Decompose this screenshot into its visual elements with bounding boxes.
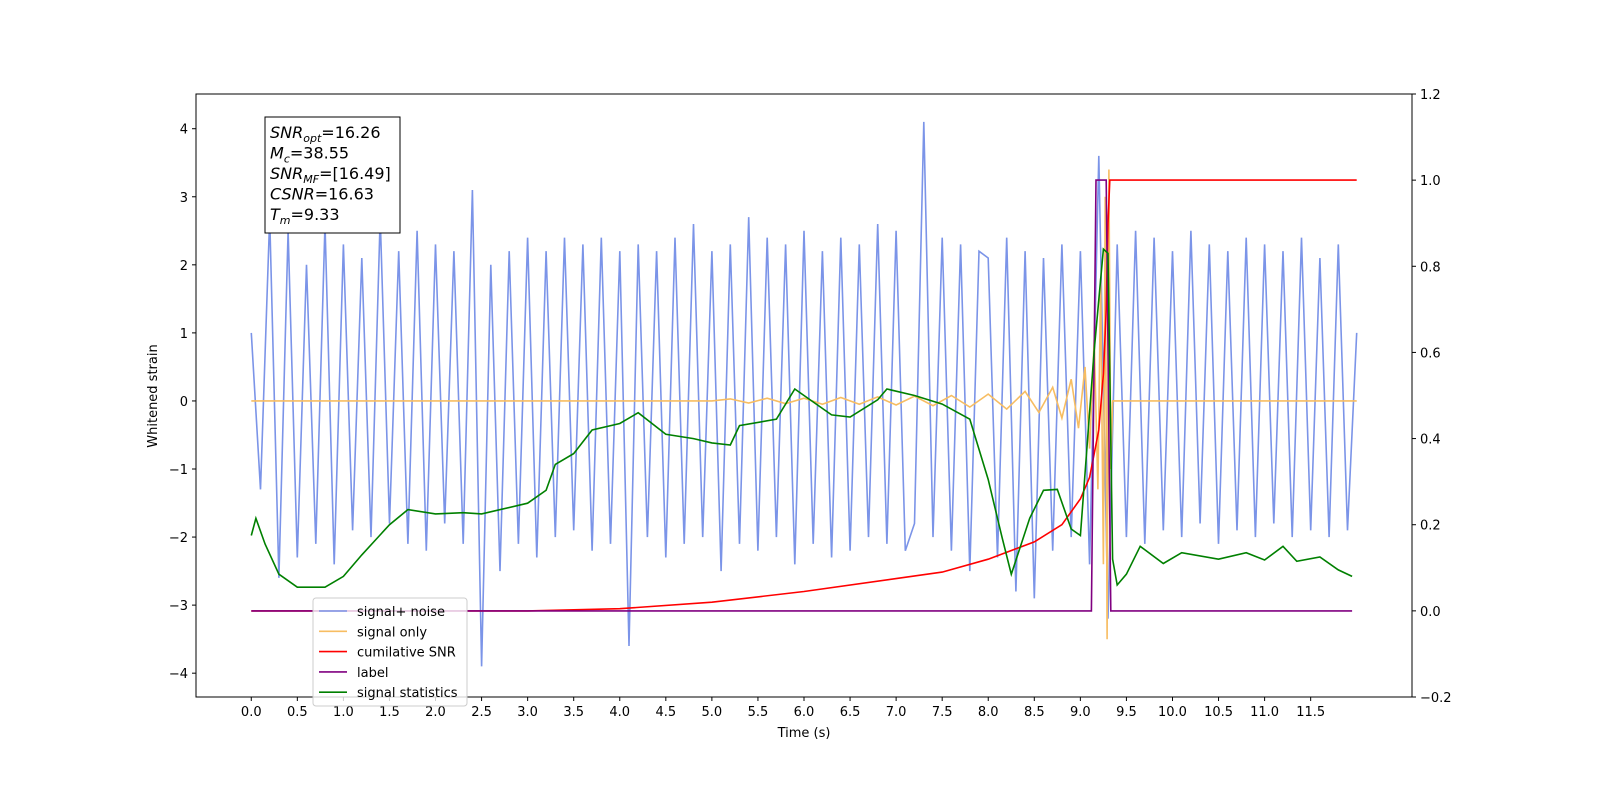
series-line	[251, 169, 1357, 640]
x-tick-label: 7.0	[886, 705, 907, 720]
annotation-box	[264, 116, 401, 234]
x-tick-label: 4.5	[655, 705, 676, 720]
y-tick-label: 1	[180, 327, 188, 342]
series-line	[250, 121, 1358, 667]
y2-tick-label: 1.2	[1420, 88, 1441, 103]
y-tick-label: 3	[180, 191, 188, 206]
y2-tick-label: 0.4	[1420, 433, 1441, 448]
legend-label: cumilative SNR	[357, 646, 456, 661]
annotation: SNRopt=16.26Mc=38.55SNRMF=[16.49]CSNR=16…	[264, 116, 401, 234]
x-tick-label: 3.5	[563, 705, 584, 720]
annotation-subscript: MF	[303, 173, 319, 186]
x-tick-label: 11.0	[1250, 705, 1279, 720]
y-axis-label: Whitened strain	[146, 344, 161, 447]
x-tick-label: 6.5	[840, 705, 861, 720]
legend-label: signal only	[357, 625, 427, 640]
y2-tick-label: 0.2	[1420, 519, 1441, 534]
x-tick-label: 2.5	[471, 705, 492, 720]
annotation-value: =9.33	[291, 205, 340, 224]
x-tick-label: 5.0	[702, 705, 723, 720]
annotation-symbol: M	[270, 144, 284, 163]
x-tick-label: 4.0	[609, 705, 630, 720]
x-tick-label: 3.0	[517, 705, 538, 720]
annotation-value: =38.55	[290, 144, 349, 163]
annotation-subscript: c	[284, 153, 290, 166]
x-tick-label: 5.5	[748, 705, 769, 720]
legend-box	[312, 597, 468, 707]
annotation-line: Tm=9.33	[270, 205, 340, 227]
series-line	[251, 179, 1357, 612]
y-tick-label: −4	[169, 667, 188, 682]
y2-tick-label: 0.6	[1420, 346, 1441, 361]
annotation-line: Mc=38.55	[270, 144, 349, 166]
x-tick-label: 9.0	[1070, 705, 1091, 720]
annotation-line: SNRMF=[16.49]	[270, 164, 391, 186]
legend-label: signal statistics	[357, 686, 458, 701]
legend: signal+ noise signal only cumilative SNR la…	[312, 597, 468, 707]
x-tick-label: 8.0	[978, 705, 999, 720]
y2-tick-label: −0.2	[1420, 691, 1452, 706]
y2-tick-label: 0.8	[1420, 260, 1441, 275]
annotation-symbol: T	[270, 205, 281, 224]
y-tick-label: −1	[169, 463, 188, 478]
series-line	[250, 247, 1353, 588]
x-tick-label: 6.0	[794, 705, 815, 720]
y-tick-label: 0	[180, 395, 188, 410]
legend-label: signal+ noise	[357, 605, 445, 620]
x-tick-label: 1.5	[379, 705, 400, 720]
x-axis-label: Time (s)	[777, 726, 831, 741]
x-tick-label: 11.5	[1296, 705, 1325, 720]
annotation-value: =16.26	[321, 123, 380, 142]
annotation-value: =[16.49]	[319, 164, 391, 183]
x-tick-label: 8.5	[1024, 705, 1045, 720]
x-tick-label: 2.0	[425, 705, 446, 720]
x-tick-label: 0.0	[241, 705, 262, 720]
annotation-symbol: SNR	[270, 123, 303, 142]
y2-tick-label: 0.0	[1420, 605, 1441, 620]
annotation-symbol: SNR	[270, 164, 303, 183]
annotation-symbol: CSNR	[270, 185, 315, 204]
x-tick-label: 10.5	[1204, 705, 1233, 720]
x-tick-label: 9.5	[1116, 705, 1137, 720]
y-tick-label: −2	[169, 531, 188, 546]
annotation-subscript: opt	[303, 132, 322, 145]
series-line	[251, 179, 1353, 612]
x-tick-label: 1.0	[333, 705, 354, 720]
x-tick-label: 7.5	[932, 705, 953, 720]
annotation-line: CSNR=16.63	[270, 185, 374, 204]
annotation-line: SNRopt=16.26	[270, 123, 381, 145]
x-tick-label: 0.5	[287, 705, 308, 720]
y-tick-label: 4	[180, 123, 188, 138]
x-tick-label: 10.0	[1158, 705, 1187, 720]
annotation-value: =16.63	[315, 185, 374, 204]
y-tick-label: −3	[169, 599, 188, 614]
y2-tick-label: 1.0	[1420, 174, 1441, 189]
y-tick-label: 2	[180, 259, 188, 274]
annotation-subscript: m	[280, 214, 291, 227]
legend-label: label	[357, 666, 388, 681]
